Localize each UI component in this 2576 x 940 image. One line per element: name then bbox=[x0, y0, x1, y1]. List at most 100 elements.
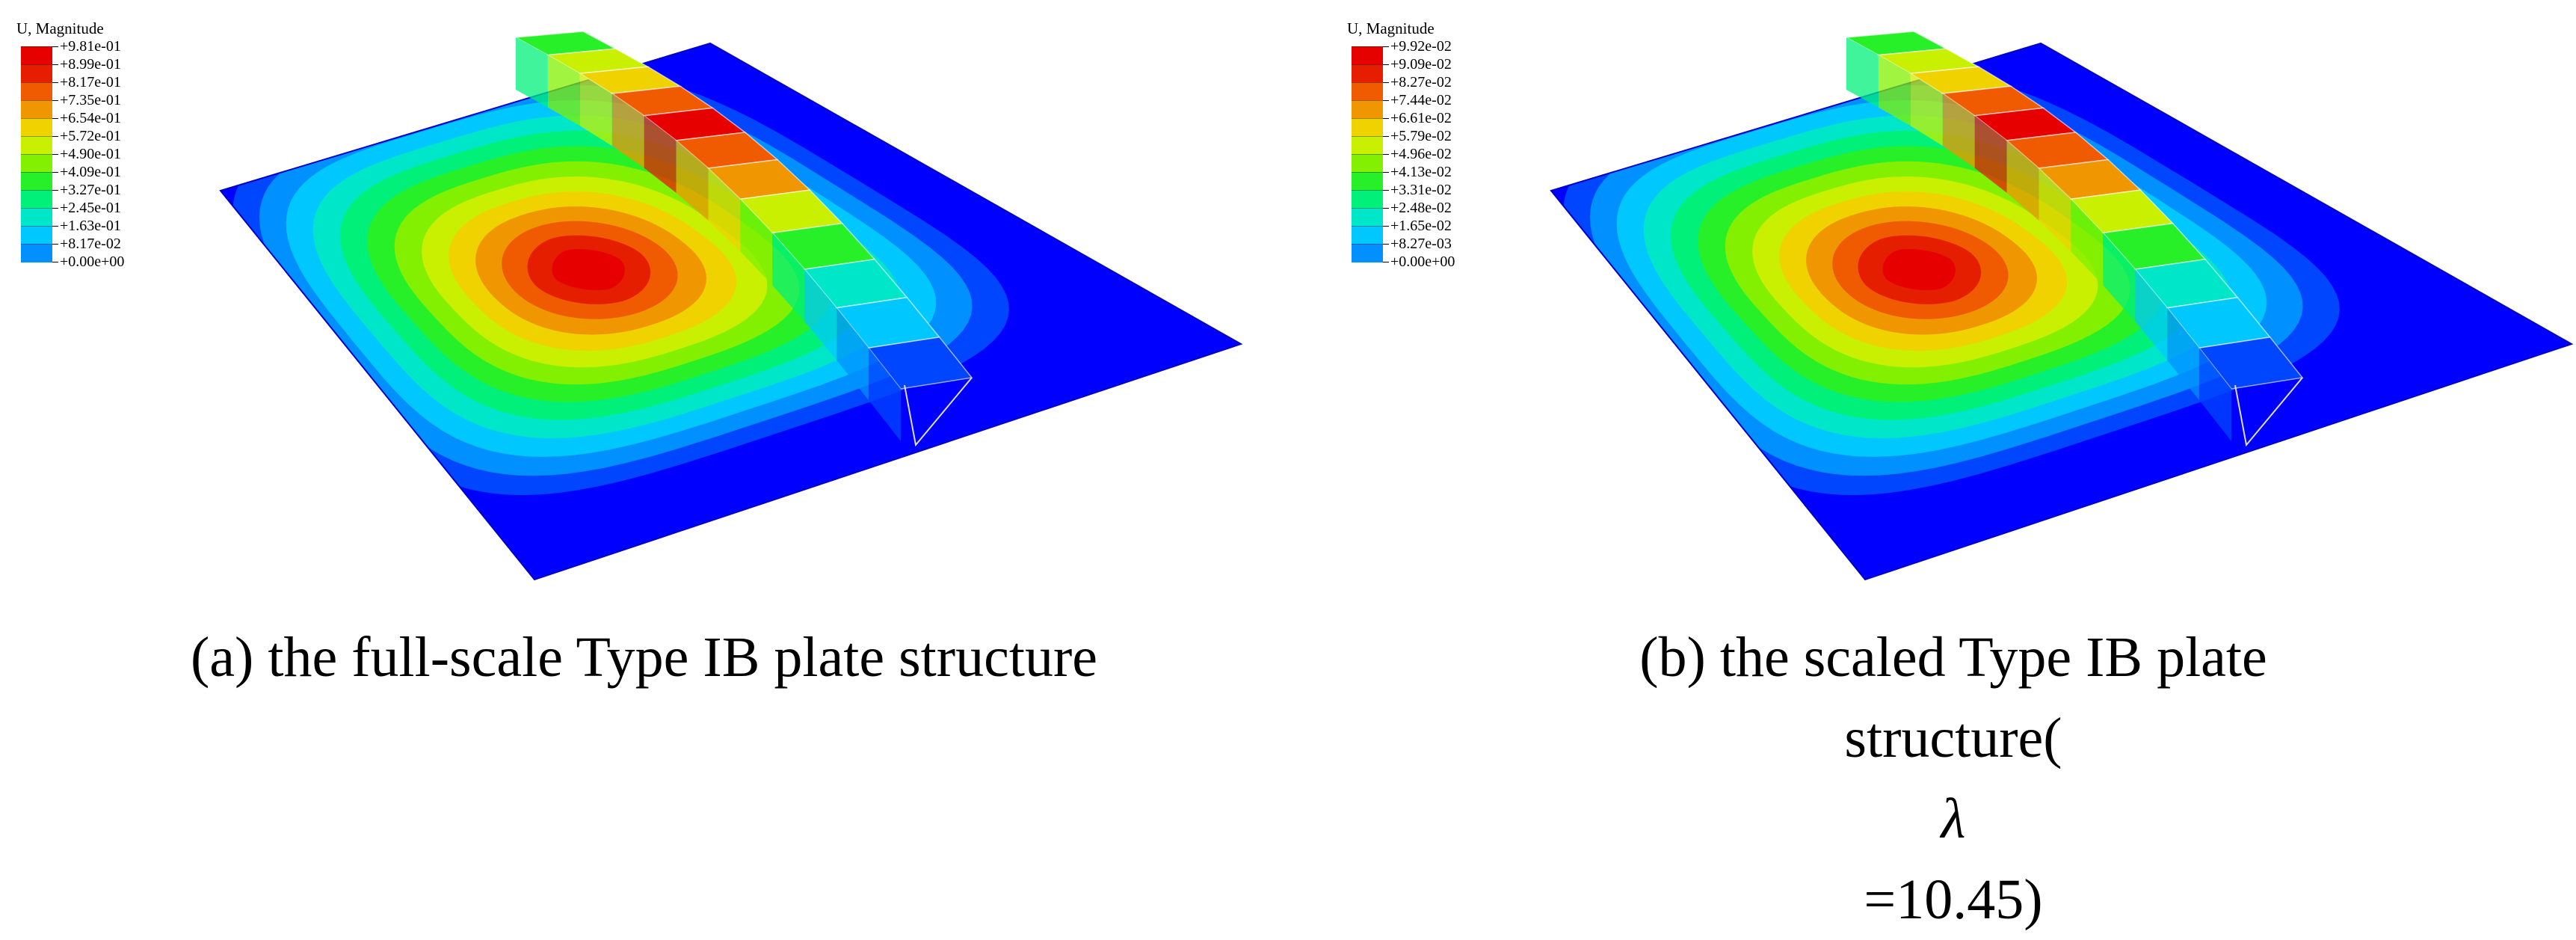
legend-label: +2.48e-02 bbox=[1390, 200, 1452, 216]
legend-swatch bbox=[1352, 100, 1383, 119]
panel-full-scale: U, Magnitude +9.81e-01 +8.99e-01 +8.17e-01… bbox=[0, 0, 1288, 812]
legend-label: +7.35e-01 bbox=[60, 92, 121, 108]
legend-swatch bbox=[21, 226, 52, 245]
legend-swatch bbox=[1352, 46, 1383, 65]
legend-tick bbox=[52, 172, 58, 173]
legend-label: +0.00e+00 bbox=[1390, 254, 1455, 270]
legend-tick bbox=[52, 136, 58, 137]
stiffener-end-outline bbox=[904, 377, 973, 447]
legend-label: +9.09e-02 bbox=[1390, 56, 1452, 73]
legend-tick bbox=[1383, 190, 1389, 191]
legend-swatch bbox=[21, 154, 52, 173]
legend-swatch bbox=[1352, 190, 1383, 209]
legend-label: +6.61e-02 bbox=[1390, 110, 1452, 126]
stiffener-web bbox=[1846, 37, 1879, 108]
stiffener-web bbox=[2071, 199, 2104, 286]
panel-scaled: U, Magnitude +9.92e-02 +9.09e-02 +8.27e-02… bbox=[1331, 0, 2576, 931]
legend-tick bbox=[52, 82, 58, 83]
legend-scale: +9.92e-02 +9.09e-02 +8.27e-02 +7.44e-02 +6.6… bbox=[1347, 38, 1571, 269]
stiffener-web bbox=[869, 348, 901, 441]
legend-tick bbox=[1383, 244, 1389, 245]
legend: U, Magnitude +9.92e-02 +9.09e-02 +8.27e-02… bbox=[1347, 19, 1571, 269]
legend-label: +3.27e-01 bbox=[60, 182, 121, 198]
legend-tick bbox=[1383, 82, 1389, 83]
legend-label: +4.96e-02 bbox=[1390, 146, 1452, 162]
legend-scale: +9.81e-01 +8.99e-01 +8.17e-01 +7.35e-01 +6.5… bbox=[16, 38, 241, 269]
stiffener-web bbox=[804, 269, 837, 360]
legend-tick bbox=[52, 226, 58, 227]
stiffener-web bbox=[740, 199, 773, 286]
stiffener-web bbox=[644, 115, 677, 193]
contour-band bbox=[1882, 249, 1956, 290]
stiffener-web bbox=[2006, 140, 2039, 221]
legend-label: +9.81e-01 bbox=[60, 38, 121, 55]
stiffener-web bbox=[2135, 269, 2168, 360]
legend-tick bbox=[52, 118, 58, 119]
legend-swatch bbox=[21, 190, 52, 209]
stiffener-web bbox=[1878, 55, 1911, 126]
legend-label: +8.17e-01 bbox=[60, 74, 121, 90]
legend-label: +4.09e-01 bbox=[60, 164, 121, 180]
legend-label: +8.99e-01 bbox=[60, 56, 121, 73]
legend-swatch bbox=[21, 136, 52, 155]
legend-swatch bbox=[1352, 172, 1383, 191]
stiffener-web bbox=[2103, 233, 2136, 322]
legend-swatch bbox=[21, 82, 52, 101]
caption-line-2: structure(λ =10.45) bbox=[1331, 698, 2576, 940]
legend-label: +4.13e-02 bbox=[1390, 164, 1452, 180]
legend-tick bbox=[1383, 136, 1389, 137]
legend-swatch bbox=[1352, 136, 1383, 155]
legend-tick bbox=[1383, 100, 1389, 101]
contour-figure bbox=[0, 0, 1288, 598]
legend-swatch bbox=[1352, 226, 1383, 245]
legend-swatch bbox=[21, 208, 52, 227]
legend-label: +1.63e-01 bbox=[60, 218, 121, 234]
stiffener-web bbox=[708, 168, 741, 252]
legend-label: +4.90e-01 bbox=[60, 146, 121, 162]
legend-title: U, Magnitude bbox=[1347, 19, 1435, 37]
legend-tick bbox=[1383, 208, 1389, 209]
stiffener-web bbox=[1974, 115, 2007, 193]
legend-swatch bbox=[1352, 208, 1383, 227]
legend-swatch bbox=[21, 100, 52, 119]
legend-swatch bbox=[1352, 82, 1383, 101]
stiffener-web bbox=[1942, 93, 1975, 168]
legend-label: +5.72e-01 bbox=[60, 128, 121, 144]
legend-swatch bbox=[21, 118, 52, 137]
stiffener-web bbox=[547, 55, 580, 126]
caption-line-1: (b) the scaled Type IB plate bbox=[1639, 626, 2267, 689]
stiffener-end-outline bbox=[2234, 377, 2303, 447]
stiffener-web bbox=[2039, 168, 2071, 252]
legend-label: +0.00e+00 bbox=[60, 254, 125, 270]
legend-label: +6.54e-01 bbox=[60, 110, 121, 126]
stiffener-web bbox=[2167, 307, 2200, 401]
legend-label: +8.17e-02 bbox=[60, 236, 121, 252]
caption-b: (b) the scaled Type IB plate structure(λ… bbox=[1331, 617, 2576, 940]
legend-tick bbox=[1383, 226, 1389, 227]
contour-figure bbox=[1331, 0, 2576, 598]
legend-tick bbox=[52, 208, 58, 209]
legend-label: +5.79e-02 bbox=[1390, 128, 1452, 144]
legend-tick bbox=[52, 190, 58, 191]
legend-swatch bbox=[1352, 118, 1383, 137]
legend-tick bbox=[1383, 64, 1389, 65]
legend-label: +8.27e-02 bbox=[1390, 74, 1452, 90]
legend-tick bbox=[1383, 154, 1389, 155]
legend-tick bbox=[52, 244, 58, 245]
legend-tick bbox=[1383, 118, 1389, 119]
legend-swatch bbox=[1352, 64, 1383, 83]
legend-tick bbox=[1383, 172, 1389, 173]
caption-line-2-suffix: =10.45) bbox=[1864, 868, 2043, 931]
displacement-contour-plot bbox=[1550, 31, 2574, 581]
legend-label: +8.27e-03 bbox=[1390, 236, 1452, 252]
stiffener-web bbox=[516, 37, 548, 108]
stiffener-beam bbox=[1844, 31, 2304, 447]
lambda-symbol: λ bbox=[1941, 787, 1966, 850]
legend-title: U, Magnitude bbox=[16, 19, 104, 37]
legend-label: +9.92e-02 bbox=[1390, 38, 1452, 55]
stiffener-beam bbox=[514, 31, 973, 447]
stiffener-web bbox=[676, 140, 709, 221]
legend-label: +7.44e-02 bbox=[1390, 92, 1452, 108]
stiffener-web bbox=[579, 73, 612, 147]
legend-tick bbox=[52, 46, 58, 47]
